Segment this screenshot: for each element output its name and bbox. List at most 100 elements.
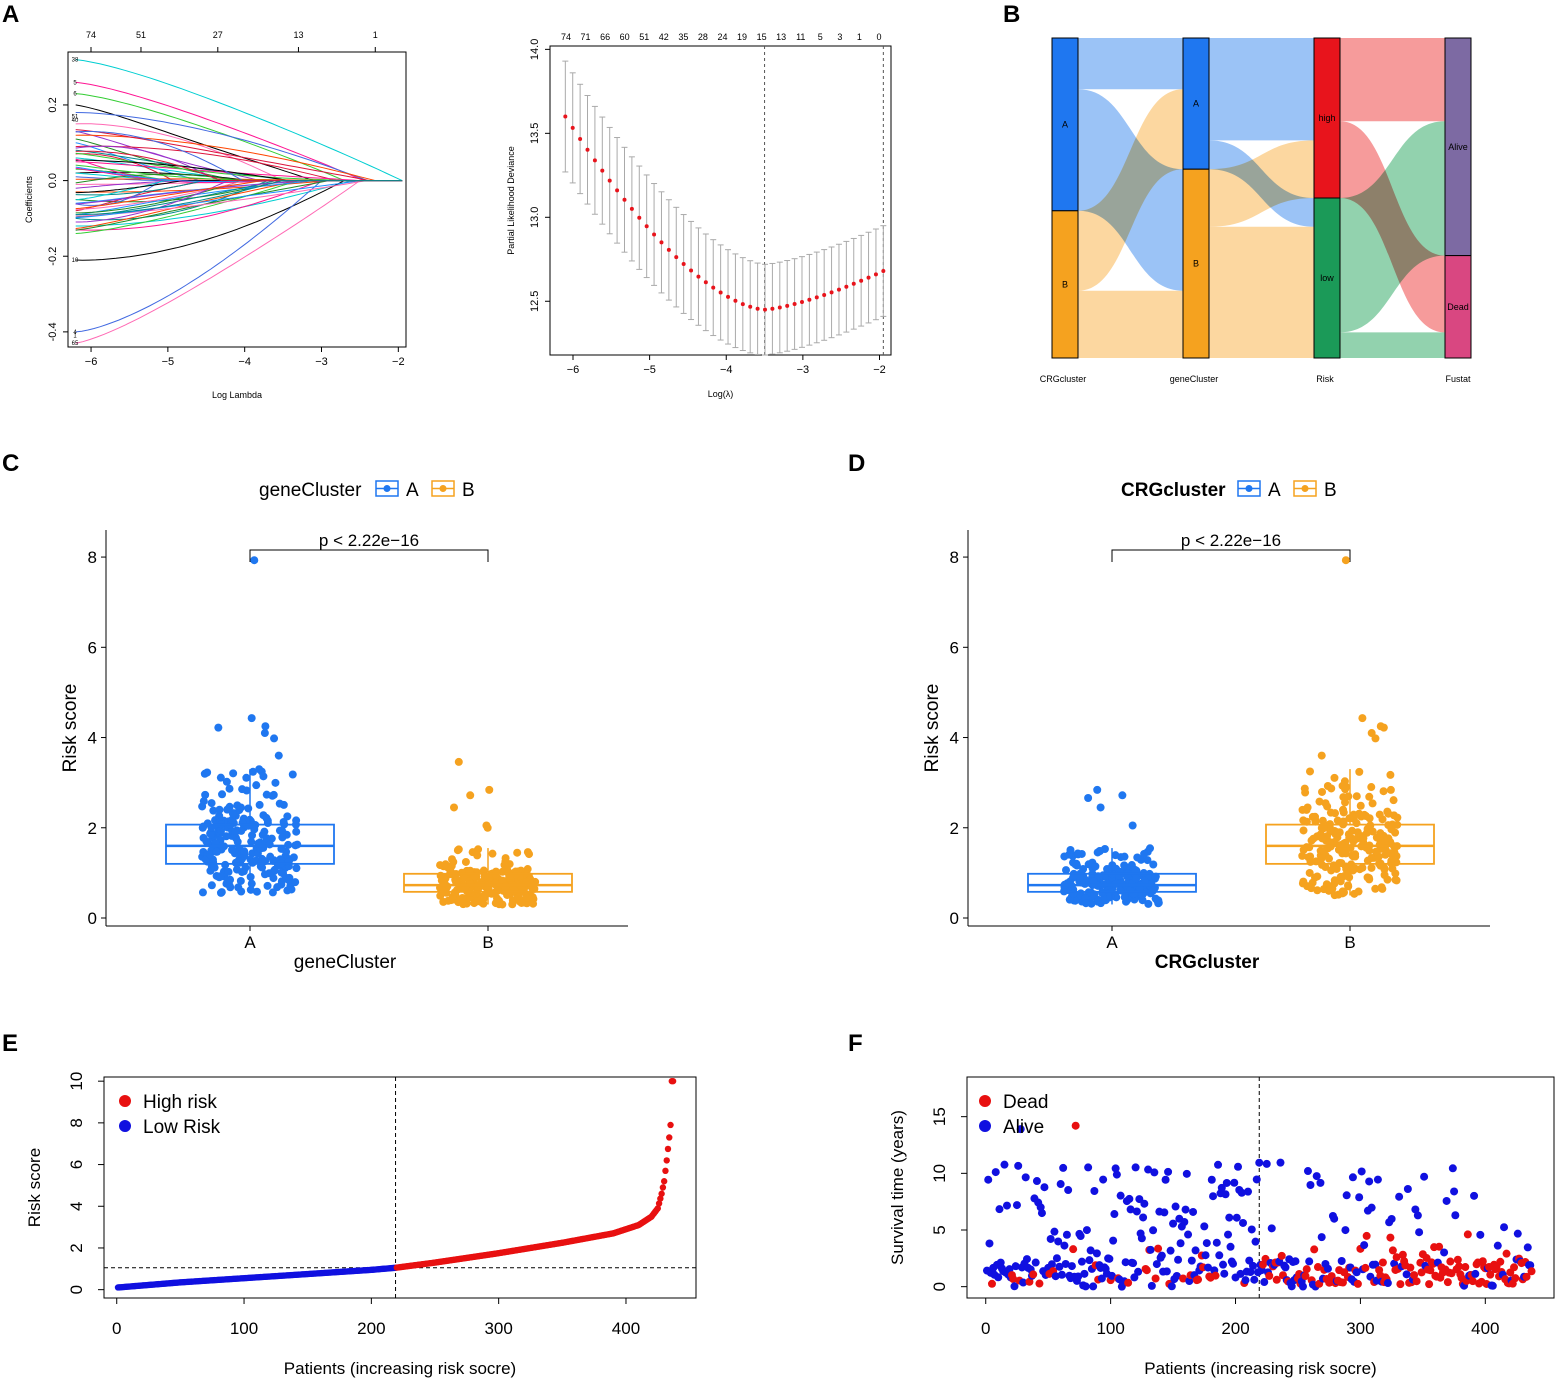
risk-score-point xyxy=(1313,886,1322,895)
alive-patient-point xyxy=(1262,1159,1271,1168)
alive-patient-point xyxy=(1150,1168,1159,1177)
sankey-node xyxy=(1444,37,1472,257)
sankey-node xyxy=(1182,168,1210,359)
deviance-point xyxy=(733,298,738,303)
alive-patient-point xyxy=(1493,1241,1502,1250)
sankey-node-label: high xyxy=(1318,113,1335,123)
risk-score-point xyxy=(232,834,241,843)
alive-patient-point xyxy=(1077,1257,1086,1266)
alive-patient-point xyxy=(1383,1279,1392,1288)
deviance-point xyxy=(836,287,841,292)
alive-patient-point xyxy=(1052,1254,1061,1263)
risk-score-point xyxy=(1095,847,1104,856)
alive-patient-point xyxy=(1105,1254,1114,1263)
alive-patient-point xyxy=(1054,1237,1063,1246)
risk-score-point xyxy=(1299,816,1308,825)
coefficient-path xyxy=(75,145,403,182)
risk-score-point xyxy=(1326,827,1335,836)
alive-patient-point xyxy=(1051,1272,1060,1281)
dead-patient-point xyxy=(1388,1246,1397,1255)
y-tick-label: 10 xyxy=(67,1072,86,1091)
sankey-node-label: Dead xyxy=(1447,302,1469,312)
risk-score-point xyxy=(1330,891,1339,900)
risk-score-point xyxy=(207,799,216,808)
risk-score-point xyxy=(500,860,509,869)
alive-patient-point xyxy=(1330,1214,1339,1223)
alive-patient-point xyxy=(1184,1230,1193,1239)
coefficient-path xyxy=(75,173,403,184)
y-tick-label: 2 xyxy=(88,819,97,838)
alive-patient-point xyxy=(1249,1261,1258,1270)
risk-score-point xyxy=(1299,826,1308,835)
alive-patient-point xyxy=(1305,1257,1314,1266)
risk-score-point xyxy=(517,898,526,907)
alive-patient-point xyxy=(1014,1161,1023,1170)
coefficient-path xyxy=(75,180,403,216)
alive-patient-point xyxy=(1281,1263,1290,1272)
x-tick-label: 0 xyxy=(112,1319,121,1338)
risk-score-point xyxy=(529,899,538,908)
risk-score-point xyxy=(1106,892,1115,901)
alive-patient-point xyxy=(1167,1282,1176,1291)
alive-patient-point xyxy=(1131,1163,1140,1172)
alive-patient-point xyxy=(1225,1213,1234,1222)
legend-label-alive: Alive xyxy=(1003,1117,1044,1138)
alive-patient-point xyxy=(1342,1191,1351,1200)
risk-score-point xyxy=(1387,824,1396,833)
alive-patient-point xyxy=(1000,1160,1009,1169)
risk-score-point xyxy=(217,888,226,897)
alive-patient-point xyxy=(1086,1246,1095,1255)
deviance-point xyxy=(748,304,753,309)
chart-survival-status: 0 100 200 300 400 0 5 10 15 Patients (increasing … xyxy=(888,1076,1555,1378)
patient-risk-point xyxy=(655,1200,663,1207)
risk-score-point xyxy=(1365,792,1374,801)
alive-patient-point xyxy=(1129,1259,1138,1268)
risk-score-point xyxy=(1065,895,1074,904)
alive-patient-point xyxy=(1415,1228,1424,1237)
alive-patient-point xyxy=(1056,1180,1065,1189)
sankey-flow xyxy=(1078,38,1183,90)
dead-patient-point xyxy=(1277,1251,1286,1260)
deviance-point xyxy=(726,294,731,299)
risk-score-point xyxy=(255,800,264,809)
risk-score-point xyxy=(1324,886,1333,895)
risk-score-point xyxy=(218,790,227,799)
sankey-node-label: Alive xyxy=(1448,142,1468,152)
top-tick-label: 24 xyxy=(717,32,727,42)
risk-score-point xyxy=(1120,893,1129,902)
risk-score-point xyxy=(216,872,225,881)
risk-score-point xyxy=(442,888,451,897)
risk-score-point xyxy=(1075,873,1084,882)
coefficient-path xyxy=(75,180,403,229)
alive-patient-point xyxy=(1348,1173,1357,1182)
alive-patient-point xyxy=(1246,1268,1255,1277)
chart-box-crgcluster: 0 2 4 6 8 A B CRGcluster Risk score CRGcluster A Bp… xyxy=(922,480,1490,973)
deviance-point xyxy=(763,307,768,312)
risk-score-point xyxy=(522,893,531,902)
risk-score-point xyxy=(453,876,462,885)
significance-bracket xyxy=(1111,549,1351,562)
dead-patient-point xyxy=(1412,1277,1421,1286)
sankey-axis-label: Fustat xyxy=(1445,374,1471,384)
alive-patient-point xyxy=(1241,1276,1250,1285)
risk-score-point xyxy=(1319,824,1328,833)
alive-patient-point xyxy=(1057,1270,1066,1279)
chart-lasso-cv-deviance: −6 −5 −4 −3 −2 12.5 13.0 13.5 14.0 Log(λ) Partial … xyxy=(506,32,892,399)
deviance-point xyxy=(629,206,634,211)
risk-score-point xyxy=(242,786,251,795)
risk-score-point xyxy=(221,860,230,869)
alive-patient-point xyxy=(1166,1246,1175,1255)
risk-score-point xyxy=(1318,787,1327,796)
risk-score-point xyxy=(222,832,231,841)
deviance-point xyxy=(615,188,620,193)
sankey-flow xyxy=(1340,332,1445,358)
alive-patient-point xyxy=(1140,1199,1149,1208)
risk-score-point xyxy=(523,848,532,857)
risk-score-point xyxy=(278,833,287,842)
risk-score-point xyxy=(1392,876,1401,885)
risk-score-point xyxy=(288,770,297,779)
alive-patient-point xyxy=(1250,1275,1259,1284)
dead-patient-point xyxy=(1029,1270,1038,1279)
deviance-point xyxy=(563,114,568,119)
alive-patient-point xyxy=(1019,1278,1028,1287)
